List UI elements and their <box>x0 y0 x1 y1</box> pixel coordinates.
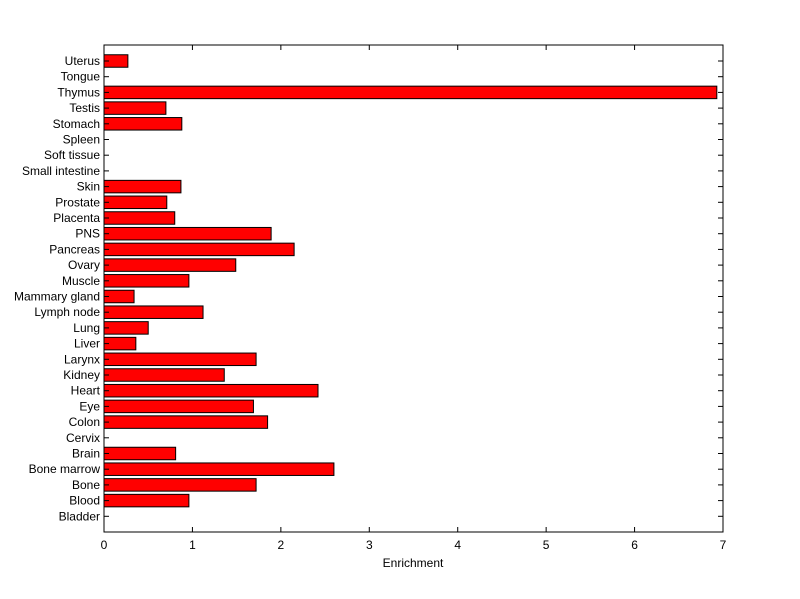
x-tick-label: 6 <box>631 538 638 552</box>
bar-lung <box>103 321 149 335</box>
y-tick-label: Uterus <box>65 54 100 68</box>
x-tick-label: 4 <box>454 538 461 552</box>
x-tick-label: 1 <box>189 538 196 552</box>
bar-prostate <box>103 195 168 210</box>
y-tick-label: Prostate <box>55 195 100 209</box>
x-tick-label: 7 <box>720 538 727 552</box>
y-tick-label: Ovary <box>68 258 100 272</box>
y-tick-label: Stomach <box>53 117 100 131</box>
bar-stomach <box>103 117 183 131</box>
bar-bone-marrow <box>103 462 335 476</box>
y-tick-label: Liver <box>74 337 100 351</box>
bar-skin <box>103 179 182 194</box>
y-tick-label: Cervix <box>66 431 100 445</box>
bar-lymph-node <box>103 305 204 319</box>
y-tick-label: Blood <box>69 494 100 508</box>
bar-bone <box>103 478 257 492</box>
y-tick-label: Brain <box>72 447 100 461</box>
y-tick-label: Lung <box>73 321 100 335</box>
y-tick-label: Placenta <box>53 211 100 225</box>
y-tick-label: Bone marrow <box>29 462 101 476</box>
bar-colon <box>103 415 269 429</box>
x-tick-label: 0 <box>101 538 108 552</box>
y-tick-label: Mammary gland <box>14 290 100 304</box>
bar-heart <box>103 383 319 398</box>
y-tick-label: Kidney <box>63 368 100 382</box>
bar-blood <box>103 493 190 508</box>
x-axis-label: Enrichment <box>383 556 444 570</box>
y-tick-label: Larynx <box>64 352 100 366</box>
y-tick-label: Skin <box>77 180 100 194</box>
bar-testis <box>103 101 167 115</box>
bar-brain <box>103 446 177 461</box>
y-tick-label: Colon <box>69 415 100 429</box>
y-tick-label: Soft tissue <box>44 148 100 162</box>
y-tick-label: PNS <box>75 227 100 241</box>
y-tick-label: Thymus <box>57 85 100 99</box>
bar-kidney <box>103 368 225 382</box>
plot-frame <box>103 44 724 533</box>
bar-pancreas <box>103 242 295 257</box>
y-tick-label: Pancreas <box>49 242 100 256</box>
y-tick-label: Small intestine <box>22 164 100 178</box>
y-tick-label: Testis <box>69 101 100 115</box>
plot-area <box>104 45 723 532</box>
bar-placenta <box>103 211 176 225</box>
bar-larynx <box>103 352 257 367</box>
y-tick-label: Spleen <box>63 133 100 147</box>
bar-ovary <box>103 258 237 272</box>
x-tick-label: 2 <box>278 538 285 552</box>
y-tick-label: Heart <box>71 384 101 398</box>
y-tick-label: Bone <box>72 478 100 492</box>
y-tick-label: Eye <box>79 399 100 413</box>
bar-pns <box>103 226 272 241</box>
x-axis-ticks: 0 1 2 3 4 5 6 7 <box>101 45 727 552</box>
y-tick-label: Lymph node <box>34 305 100 319</box>
x-tick-label: 5 <box>543 538 550 552</box>
bar-thymus <box>103 85 718 100</box>
y-tick-label: Tongue <box>61 70 101 84</box>
bar-eye <box>103 399 254 414</box>
x-tick-label: 3 <box>366 538 373 552</box>
bar-muscle <box>103 274 190 288</box>
y-tick-label: Bladder <box>59 509 100 523</box>
y-tick-label: Muscle <box>62 274 100 288</box>
